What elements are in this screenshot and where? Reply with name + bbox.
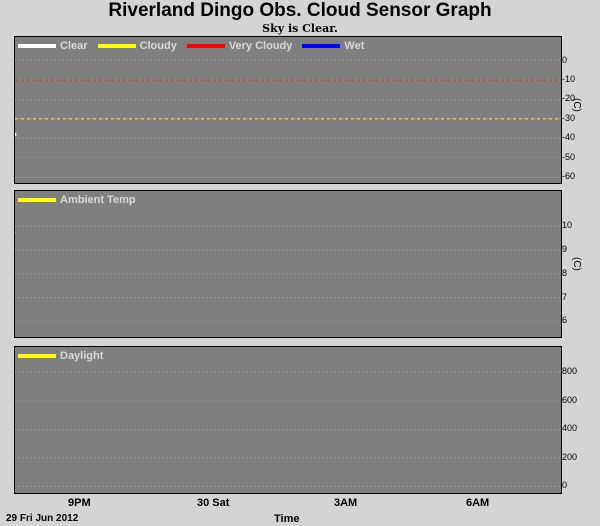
y-tick-label: 8 [562, 267, 568, 278]
cloudy-swatch [97, 44, 136, 48]
y-tick-label: -30 [562, 112, 576, 123]
y-tick-label: 7 [562, 291, 568, 302]
legend-wet: Wet [302, 40, 364, 52]
ambient-temp-panel: Ambient Temp [14, 190, 562, 338]
chart-title: Riverland Dingo Obs. Cloud Sensor Graph [108, 0, 492, 21]
x-tick-6am: 6AM [466, 497, 490, 509]
x-axis-title: Time [274, 513, 300, 525]
ambient-legend: Ambient Temp [18, 194, 136, 206]
legend-label-ambient-temp: Ambient Temp [60, 194, 136, 206]
legend-cloudy: Cloudy [97, 40, 177, 52]
y-tick-label: 10 [562, 220, 573, 231]
y-tick-label: 9 [562, 244, 568, 255]
sky-temp-legend: Clear Cloudy Very Cloudy Wet [18, 40, 364, 52]
very-cloudy-swatch [186, 44, 225, 48]
y-tick-label: 800 [562, 366, 578, 377]
x-tick-3am: 3AM [334, 497, 358, 509]
y-tick-label: 0 [562, 480, 568, 491]
legend-ambient-temp: Ambient Temp [18, 194, 136, 206]
legend-label-cloudy: Cloudy [139, 40, 177, 52]
y-tick-label: -50 [562, 151, 576, 162]
ambient-temp-unit: (C) [571, 257, 582, 271]
y-tick-label: 400 [562, 423, 578, 434]
y-tick-label: -40 [562, 132, 576, 143]
x-tick-9pm: 9PM [68, 497, 91, 509]
y-tick-label: 6 [562, 315, 568, 326]
y-tick-label: -10 [562, 74, 576, 85]
daylight-panel: Daylight [14, 346, 562, 494]
y-tick-label: 600 [562, 394, 578, 405]
wet-swatch [302, 44, 341, 48]
y-tick-label: -60 [562, 171, 576, 181]
sky-temp-plot [15, 60, 561, 178]
legend-label-very-cloudy: Very Cloudy [228, 40, 293, 52]
legend-label-daylight: Daylight [60, 350, 104, 362]
sky-status-subtitle: Sky is Clear. [262, 22, 338, 35]
legend-label-clear: Clear [60, 40, 88, 52]
date-label: 29 Fri Jun 2012 [6, 513, 79, 524]
daylight-legend: Daylight [18, 350, 103, 362]
legend-label-wet: Wet [344, 40, 365, 52]
y-tick-label: 200 [562, 451, 578, 462]
sky-temp-unit: (C) [571, 98, 582, 112]
ambient-swatch [18, 198, 56, 202]
legend-very-cloudy: Very Cloudy [186, 40, 293, 52]
y-tick-label: -20 [562, 93, 576, 104]
legend-clear: Clear [18, 40, 88, 52]
legend-daylight: Daylight [18, 350, 103, 362]
x-tick-30-sat: 30 Sat [197, 497, 230, 509]
daylight-plot [15, 372, 561, 487]
daylight-swatch [18, 354, 56, 358]
sky-temp-panel: Clear Cloudy Very Cloudy Wet [14, 36, 562, 184]
ambient-temp-plot [15, 226, 561, 322]
clear-swatch [18, 44, 56, 48]
y-tick-label: 0 [562, 54, 568, 65]
